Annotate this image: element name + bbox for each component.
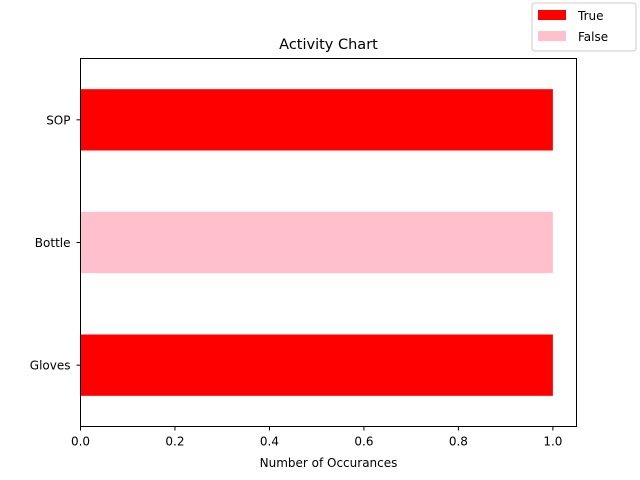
- y-tick-label-bottle: Bottle: [35, 236, 71, 250]
- x-tick-label: 0.6: [354, 435, 373, 449]
- legend-label-true: True: [577, 9, 604, 23]
- x-tick-label: 0.4: [260, 435, 279, 449]
- legend-label-false: False: [578, 30, 608, 44]
- bar-group: [80, 89, 553, 396]
- bar-gloves: [80, 334, 553, 396]
- x-tick-label: 1.0: [543, 435, 562, 449]
- legend-swatch-false: [538, 31, 566, 41]
- x-tick-label: 0.8: [449, 435, 468, 449]
- x-axis-label: Number of Occurances: [260, 456, 398, 470]
- x-axis: 0.0 0.2 0.4 0.6 0.8 1.0: [71, 426, 562, 449]
- legend-swatch-true: [538, 10, 566, 20]
- legend-entries: True False: [538, 9, 608, 44]
- chart-title: Activity Chart: [279, 37, 378, 53]
- y-tick-label-sop: SOP: [46, 113, 70, 127]
- bar-sop: [80, 89, 553, 151]
- y-tick-label-gloves: Gloves: [30, 359, 71, 373]
- plot-area: [80, 58, 577, 427]
- x-tick-label: 0.2: [165, 435, 184, 449]
- bar-bottle: [80, 211, 553, 274]
- legend: True False: [531, 2, 637, 52]
- x-tick-label: 0.0: [71, 435, 90, 449]
- y-axis: SOP Bottle Gloves: [30, 113, 81, 373]
